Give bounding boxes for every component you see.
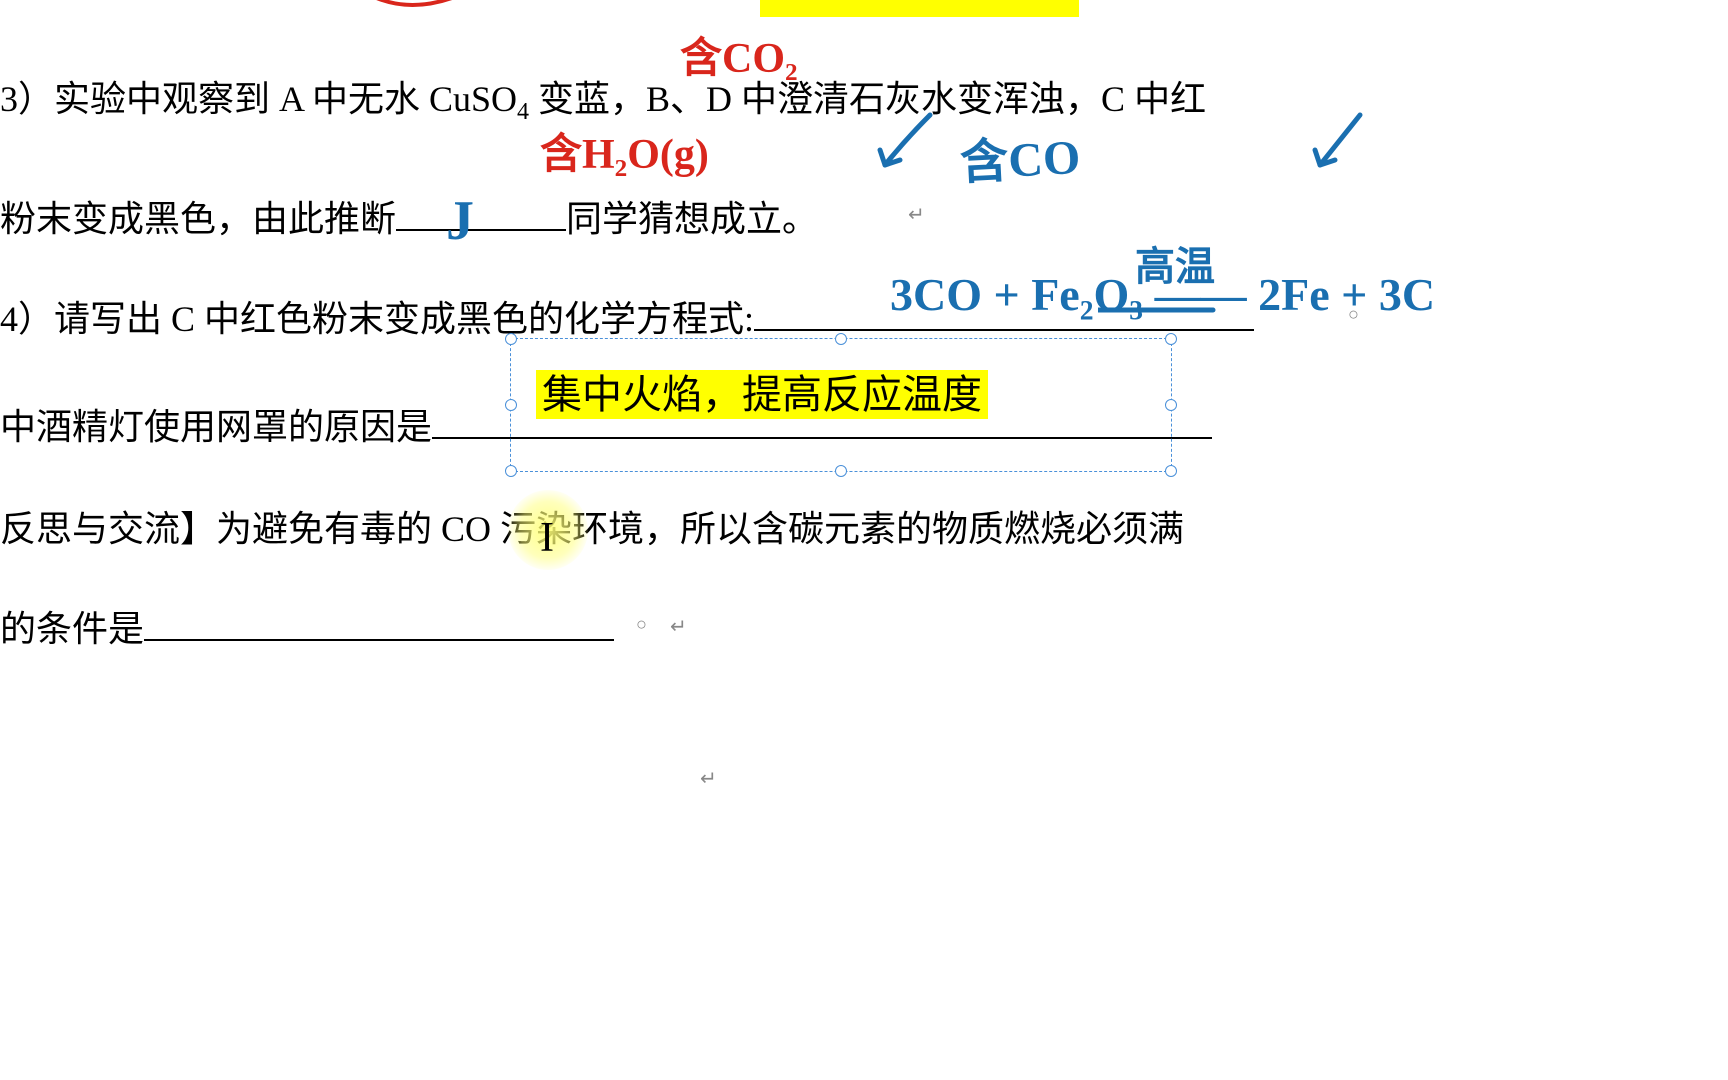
sel-handle-tr[interactable] xyxy=(1165,333,1177,345)
sel-handle-br[interactable] xyxy=(1165,465,1177,477)
para-mark-1: ↵ xyxy=(700,766,717,791)
annot-co2: 含CO₂ xyxy=(680,24,798,85)
para-mark-2: ↵ xyxy=(670,614,687,639)
para-mark-3: ↵ xyxy=(908,202,925,227)
q2-prefix: 粉末变成黑色，由此推断 xyxy=(0,199,396,239)
q4-prefix: 中酒精灯使用网罩的原因是 xyxy=(0,407,432,447)
q2-blank: J xyxy=(396,229,566,231)
sel-handle-tm[interactable] xyxy=(835,333,847,345)
question-line-5: 反思与交流】为避免有毒的 CO 污染环境，所以含碳元素的物质燃烧必须满 xyxy=(0,500,1184,552)
q6-blank xyxy=(144,639,614,641)
cuso4-formula: CuSO4 xyxy=(429,79,529,119)
sel-handle-bm[interactable] xyxy=(835,465,847,477)
question-line-6: 的条件是 xyxy=(0,600,614,652)
blue-arrow-1 xyxy=(870,110,950,180)
end-dot-1: ○ xyxy=(636,614,647,635)
sel-handle-bl[interactable] xyxy=(505,465,517,477)
annot-co: 含CO xyxy=(958,117,1082,193)
question-line-2: 粉末变成黑色，由此推断 J 同学猜想成立。 xyxy=(0,190,818,242)
q1-mid: 变蓝，B、D 中澄清石灰水变浑浊，C 中红 xyxy=(529,79,1206,119)
top-highlight-fragment xyxy=(760,0,1079,12)
sel-handle-ml[interactable] xyxy=(505,399,517,411)
q3-text: 4）请写出 C 中红色粉末变成黑色的化学方程式: xyxy=(0,299,754,339)
q3-blank xyxy=(754,329,1254,331)
question-line-1: 3）实验中观察到 A 中无水 CuSO4 变蓝，B、D 中澄清石灰水变浑浊，C … xyxy=(0,70,1206,126)
equation-arrow-line xyxy=(1098,300,1218,320)
annot-h2o: 含H₂O(g) xyxy=(540,120,709,181)
blue-arrow-2 xyxy=(1300,110,1380,180)
highlighted-answer: 集中火焰，提高反应温度 xyxy=(536,370,988,419)
sel-handle-mr[interactable] xyxy=(1165,399,1177,411)
q5-text: 反思与交流】为避免有毒的 CO 污染环境，所以含碳元素的物质燃烧必须满 xyxy=(0,509,1184,549)
end-dot-2: ○ xyxy=(1348,304,1359,325)
sel-handle-tl[interactable] xyxy=(505,333,517,345)
q2-answer: J xyxy=(446,189,474,253)
text-cursor-ibeam: I xyxy=(540,514,554,562)
q2-suffix: 同学猜想成立。 xyxy=(566,199,818,239)
red-circle-fragment xyxy=(360,0,480,25)
highlighted-answer-container: 集中火焰，提高反应温度 xyxy=(536,362,988,420)
q6-prefix: 的条件是 xyxy=(0,609,144,649)
q1-prefix: 3）实验中观察到 A 中无水 xyxy=(0,79,429,119)
annot-equation-condition: 高温 xyxy=(1135,234,1215,292)
